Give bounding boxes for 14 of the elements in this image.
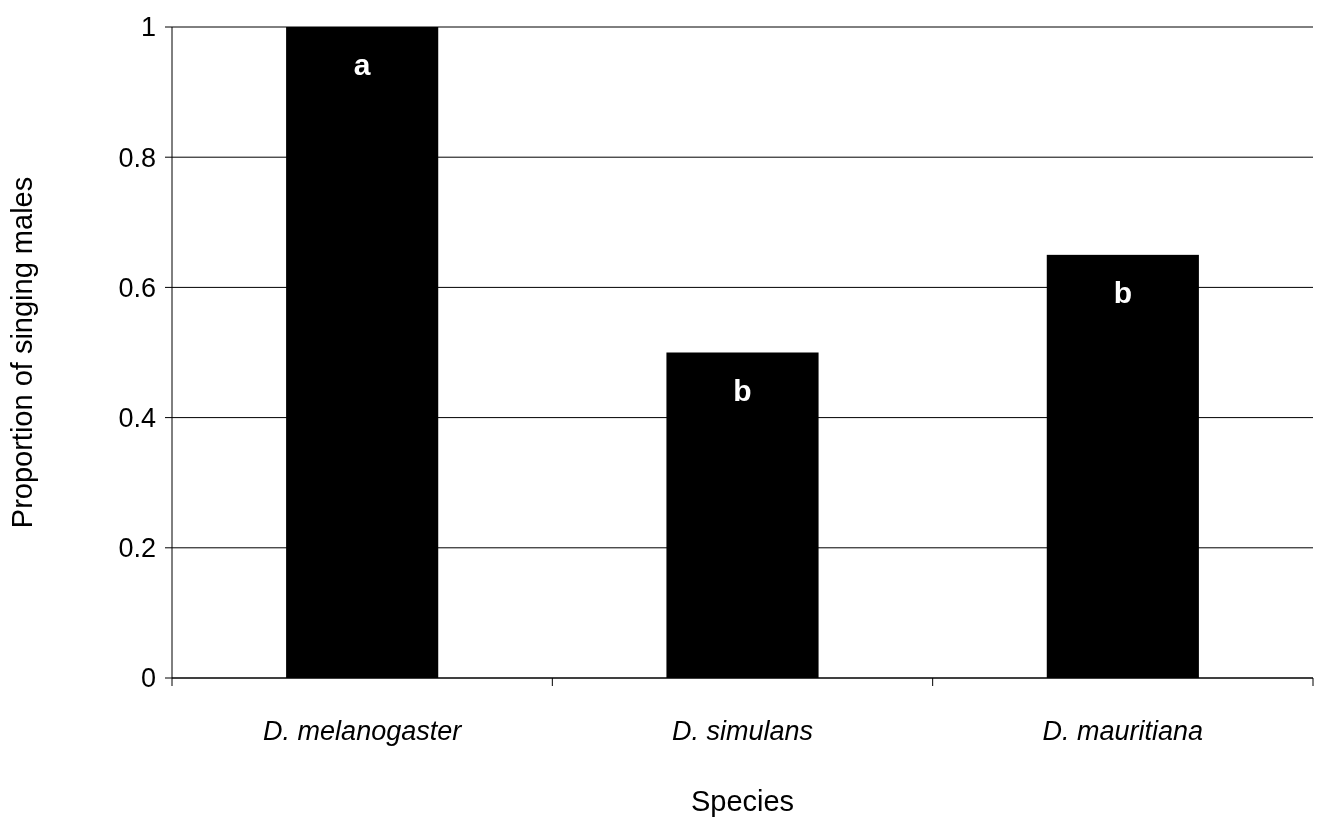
y-tick-label: 1 bbox=[140, 12, 156, 43]
y-tick-label: 0.8 bbox=[118, 142, 156, 173]
annotation: b bbox=[733, 373, 752, 407]
annotation: b bbox=[1113, 275, 1132, 309]
y-tick-label: 0.6 bbox=[118, 272, 156, 303]
x-axis-title: Species bbox=[690, 785, 795, 817]
x-tick-label: D. simulans bbox=[671, 716, 814, 746]
y-tick-label: 0.2 bbox=[118, 533, 156, 564]
y-axis-title: Proportion of singing males bbox=[6, 176, 38, 529]
y-tick-label: 0.4 bbox=[118, 403, 156, 434]
y-tick-label: 0 bbox=[140, 663, 156, 694]
annotation: a bbox=[353, 48, 371, 81]
x-tick-label: D. melanogaster bbox=[263, 716, 463, 746]
x-tick-label: D. mauritiana bbox=[1042, 716, 1204, 746]
